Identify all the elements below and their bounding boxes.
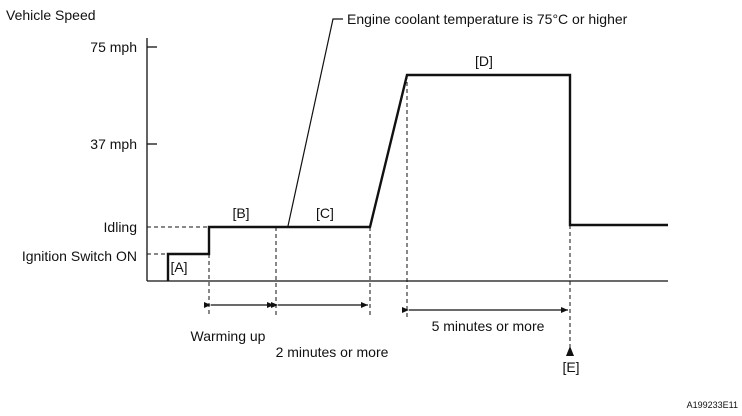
figure-code: A199233E11: [687, 400, 738, 410]
coolant-annotation: Engine coolant temperature is 75°C or hi…: [347, 11, 628, 27]
y-axis-title: Vehicle Speed: [6, 7, 96, 23]
label-75mph: 75 mph: [90, 39, 137, 55]
d-duration-label: 5 minutes or more: [432, 318, 545, 334]
c-duration-label: 2 minutes or more: [276, 344, 389, 360]
e-marker-arrow: [566, 346, 574, 356]
phase-b-label: [B]: [232, 205, 249, 221]
phase-a-label: [A]: [170, 259, 187, 275]
warming-up-label: Warming up: [191, 328, 266, 344]
label-ignition-on: Ignition Switch ON: [22, 248, 137, 264]
phase-c-label: [C]: [316, 205, 334, 221]
phase-e-label: [E]: [562, 359, 579, 375]
coolant-leader-line: [287, 18, 343, 227]
label-idling: Idling: [104, 219, 137, 235]
phase-d-label: [D]: [475, 53, 493, 69]
label-37mph: 37 mph: [90, 136, 137, 152]
speed-trace: [166, 73, 668, 281]
